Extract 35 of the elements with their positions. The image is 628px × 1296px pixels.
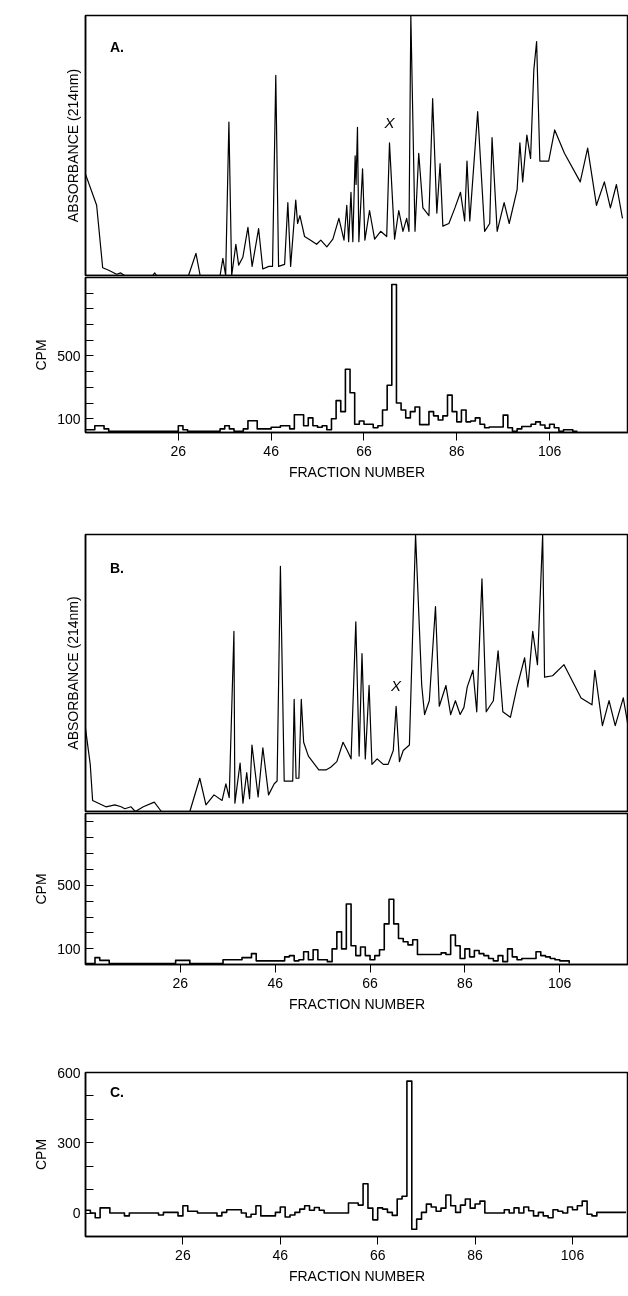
y-tick-label: 500 [57,347,81,364]
x-tick-label: 26 [170,442,187,459]
y-tick-label: 500 [57,877,81,894]
annotation: X [390,677,403,695]
y-axis-title: CPM [33,339,50,371]
annotation: C. [109,1084,124,1101]
x-tick-label: 46 [267,974,284,991]
x-axis-title: FRACTION NUMBER [288,995,426,1012]
x-tick-label: 86 [457,974,473,991]
y-tick-label: 300 [57,1134,81,1151]
x-tick-label: 86 [467,1246,484,1263]
x-tick-label: 86 [449,442,465,459]
y-axis-title: CPM [33,873,50,905]
x-tick-label: 106 [560,1246,585,1263]
y-tick-label: 0 [72,1205,81,1222]
x-tick-label: 46 [263,442,280,459]
x-axis-title: FRACTION NUMBER [288,1267,426,1284]
x-tick-label: 26 [172,974,189,991]
x-tick-label: 26 [175,1246,191,1263]
x-tick-label: 106 [548,974,572,991]
y-axis-title: ABSORBANCE (214nm) [64,68,81,223]
annotation: A. [109,38,124,55]
annotation: X [383,113,396,131]
y-tick-label: 600 [57,1064,81,1081]
x-tick-label: 106 [537,442,562,459]
x-axis-title: FRACTION NUMBER [288,463,426,480]
annotation: B. [109,559,124,576]
y-tick-label: 100 [57,410,81,427]
x-tick-label: 66 [362,974,379,991]
x-tick-label: 66 [369,1246,386,1263]
y-axis-title: ABSORBANCE (214nm) [64,596,81,750]
x-tick-label: 46 [272,1246,289,1263]
x-tick-label: 66 [356,442,372,459]
y-tick-label: 100 [57,940,81,957]
y-axis-title: CPM [33,1138,50,1171]
